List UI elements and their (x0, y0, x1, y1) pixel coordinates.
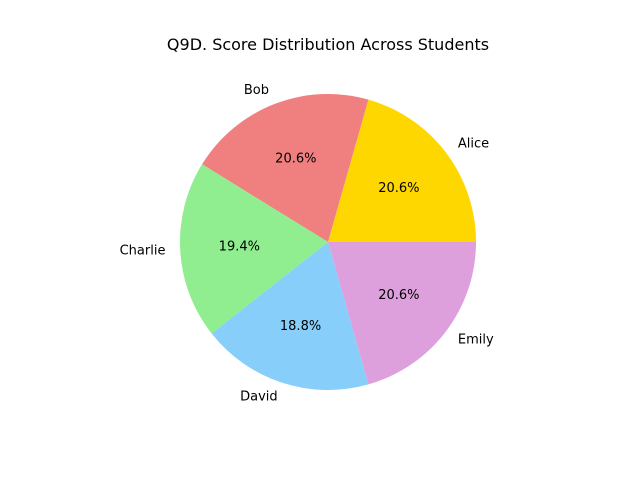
category-labels: Alice Bob Charlie David Emily (120, 83, 494, 405)
category-label-alice: Alice (458, 136, 489, 151)
category-label-emily: Emily (458, 333, 494, 348)
percent-labels: 20.6% 20.6% 19.4% 18.8% 20.6% (219, 152, 420, 334)
category-label-charlie: Charlie (120, 244, 166, 259)
percent-label-bob: 20.6% (275, 152, 316, 167)
chart-title: Q9D. Score Distribution Across Students (167, 35, 489, 54)
pie-slices (179, 94, 476, 390)
category-label-bob: Bob (244, 83, 269, 98)
percent-label-alice: 20.6% (378, 181, 419, 196)
percent-label-charlie: 19.4% (219, 240, 260, 255)
pie-slice-david (211, 242, 369, 390)
percent-label-emily: 20.6% (378, 288, 419, 303)
percent-label-david: 18.8% (280, 319, 321, 334)
pie-slice-bob (202, 94, 369, 242)
pie-slice-charlie (179, 164, 328, 334)
category-label-david: David (240, 389, 278, 404)
pie-slice-alice (328, 99, 476, 242)
pie-slice-emily (328, 242, 476, 385)
